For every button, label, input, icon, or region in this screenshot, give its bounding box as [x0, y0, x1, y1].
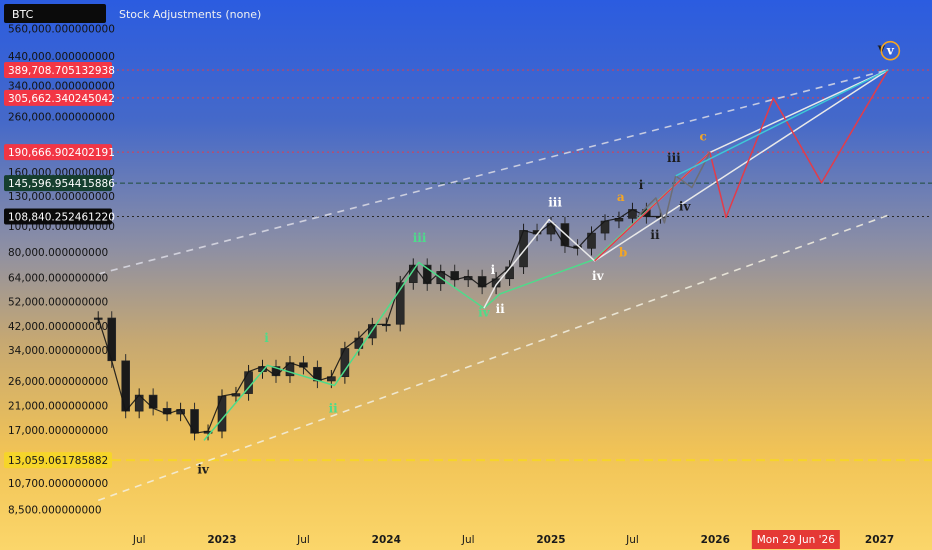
wave-label: iii: [413, 231, 427, 245]
y-tick-label: 26,000.000000000: [8, 376, 108, 388]
time-axis[interactable]: Jul 2023 Jul 2024 Jul 2025 Jul 2026 2027 Mon 29 J…: [132, 530, 894, 549]
target-circle: [880, 40, 901, 61]
wave-label: iii: [548, 196, 562, 210]
channel-line-lower-dashed: [97, 214, 889, 502]
price-tags: 389,708.705132938 305,662.340245042 190,66…: [4, 61, 115, 469]
wave-label: iv: [679, 200, 692, 214]
x-tick-label: Jul: [132, 534, 146, 546]
wave-label: i: [264, 331, 269, 345]
target-circle-marker: [880, 40, 901, 61]
x-tick-label: 2026: [701, 534, 730, 546]
y-tick-label: 34,000.000000000: [8, 345, 108, 357]
price-tag-box: [4, 144, 112, 161]
price-tag-box: [4, 175, 112, 192]
symbol-header[interactable]: BTC Stock Adjustments (none): [4, 4, 261, 23]
x-tick-label: Jul: [625, 534, 639, 546]
price-tag-box: [4, 61, 112, 78]
cursor-date-label: Mon 29 Jun '26: [757, 534, 835, 546]
price-axis[interactable]: 560,000.000000000 440,000.000000000 340,00…: [8, 23, 115, 516]
wave-label: iii: [667, 151, 681, 165]
y-tick-label: 440,000.000000000: [8, 51, 115, 63]
x-tick-label: 2023: [207, 534, 236, 546]
y-tick-label: 560,000.000000000: [8, 23, 115, 35]
y-tick-label: 340,000.000000000: [8, 81, 115, 93]
y-tick-label: 80,000.000000000: [8, 247, 108, 259]
wave-path-gray-subwave: [635, 152, 711, 224]
price-tag-label: 190,666.902402191: [8, 147, 115, 159]
wave-path-white-swing: [483, 69, 889, 309]
candle-body: [121, 360, 130, 412]
wave-label: a: [617, 190, 625, 204]
wave-projection-paths: [203, 69, 889, 441]
y-tick-label: 52,000.000000000: [8, 296, 108, 308]
price-tag-box: [4, 452, 112, 469]
horizontal-levels: [112, 69, 932, 462]
price-close-line: [97, 208, 661, 434]
candle-body: [340, 348, 350, 377]
wave-label: c: [699, 129, 706, 143]
candle-body: [217, 395, 227, 432]
wave-path-teal-target: [675, 69, 889, 177]
cursor-date-box: [751, 530, 840, 549]
wave-label: ii: [650, 228, 660, 242]
y-tick-label: 17,000.000000000: [8, 425, 108, 437]
wave-label: i: [639, 178, 644, 192]
wave-path-red-zigzag: [594, 69, 889, 262]
y-tick-label: 42,000.000000000: [8, 321, 108, 333]
wave-label: i: [491, 263, 496, 277]
price-tag-label: 305,662.340245042: [8, 93, 115, 105]
wave-label: b: [619, 245, 627, 259]
wave-label: ii: [329, 401, 339, 415]
wave-path-white-channel-base: [594, 69, 889, 262]
x-tick-label: 2027: [865, 534, 894, 546]
wave-path-green-impulse: [203, 151, 711, 441]
y-tick-label: 64,000.000000000: [8, 272, 108, 284]
wave-label: iv: [478, 306, 491, 320]
x-tick-label: Jul: [461, 534, 475, 546]
y-tick-label: 21,000.000000000: [8, 401, 108, 413]
x-tick-label: 2025: [536, 534, 565, 546]
stock-adjustments-label: Stock Adjustments (none): [119, 8, 261, 21]
candle-body: [107, 317, 117, 362]
channel-line-upper-dashed: [98, 69, 889, 275]
symbol-label: BTC: [12, 8, 34, 21]
price-tag-box: [4, 89, 112, 106]
x-tick-label: Jul: [296, 534, 310, 546]
wave-label: ii: [496, 302, 506, 316]
price-tag-label: 13,059.061785882: [8, 455, 108, 467]
symbol-badge[interactable]: [4, 4, 106, 23]
price-tag-label: 145,596.954415886: [8, 178, 115, 190]
channel-lines: [97, 69, 889, 502]
y-tick-label: 130,000.000000000: [8, 191, 115, 203]
candle-body: [190, 409, 199, 434]
price-tag-label: 389,708.705132938: [8, 65, 115, 77]
price-tag-box: [4, 208, 112, 225]
y-tick-label: 10,700.000000000: [8, 478, 108, 490]
price-tag-label: 108,840.252461220: [8, 211, 115, 223]
y-tick-label: 8,500.000000000: [8, 504, 102, 516]
wave-label: iv: [592, 269, 605, 283]
y-tick-label: 260,000.000000000: [8, 111, 115, 123]
wave-label: v: [886, 44, 895, 58]
x-tick-label: 2024: [372, 534, 401, 546]
wave-label: iv: [197, 463, 210, 477]
